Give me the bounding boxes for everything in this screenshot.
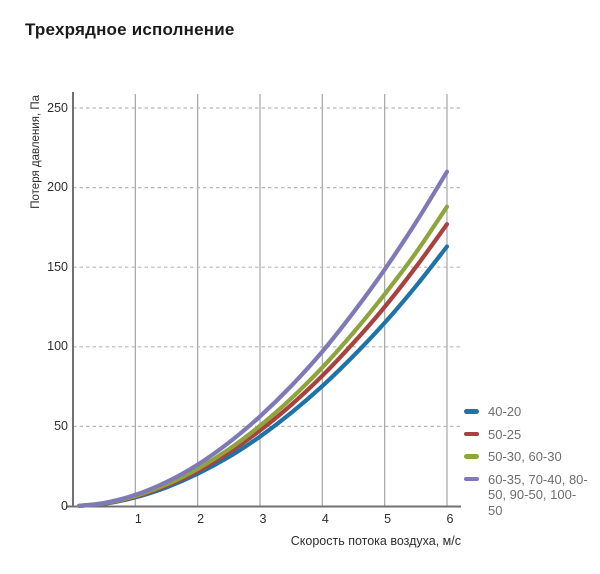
legend-swatch-icon — [464, 409, 479, 414]
legend-label: 60-35, 70-40, 80-50, 90-50, 100-50 — [488, 471, 588, 518]
y-tick-100: 100 — [47, 339, 68, 354]
legend-swatch-icon — [464, 454, 479, 459]
legend-swatch-icon — [464, 476, 479, 481]
x-tick-4: 4 — [321, 512, 329, 526]
legend-label: 50-30, 60-30 — [488, 449, 562, 464]
x-tick-3: 3 — [259, 512, 267, 526]
series-line-60-35 — [77, 169, 450, 508]
series-line-50-30 — [77, 204, 450, 508]
y-tick-150: 150 — [47, 259, 68, 274]
x-tick-1: 1 — [134, 512, 142, 526]
x-tick-6: 6 — [446, 512, 454, 526]
series-line-50-25 — [77, 222, 450, 508]
legend-item-1: 40-20 — [464, 404, 590, 420]
x-axis-title: Скорость потока воздуха, м/с — [290, 534, 461, 548]
legend-item-2: 50-25 — [464, 427, 590, 443]
x-tick-2: 2 — [197, 512, 205, 526]
legend-label: 40-20 — [488, 404, 522, 419]
x-tick-5: 5 — [384, 512, 392, 526]
y-tick-50: 50 — [54, 418, 68, 433]
legend-swatch-icon — [464, 431, 479, 436]
chart-title: Трехрядное исполнение — [25, 20, 235, 39]
legend: 40-20 50-25 50-30, 60-30 60-35, 70-40, 80-5… — [464, 404, 590, 518]
y-tick-0: 0 — [61, 498, 68, 513]
legend-item-4: 60-35, 70-40, 80-50, 90-50, 100-50 — [464, 472, 590, 519]
y-tick-200: 200 — [47, 180, 68, 195]
legend-item-3: 50-30, 60-30 — [464, 449, 590, 465]
legend-label: 50-25 — [488, 426, 522, 442]
y-tick-250: 250 — [47, 100, 68, 115]
